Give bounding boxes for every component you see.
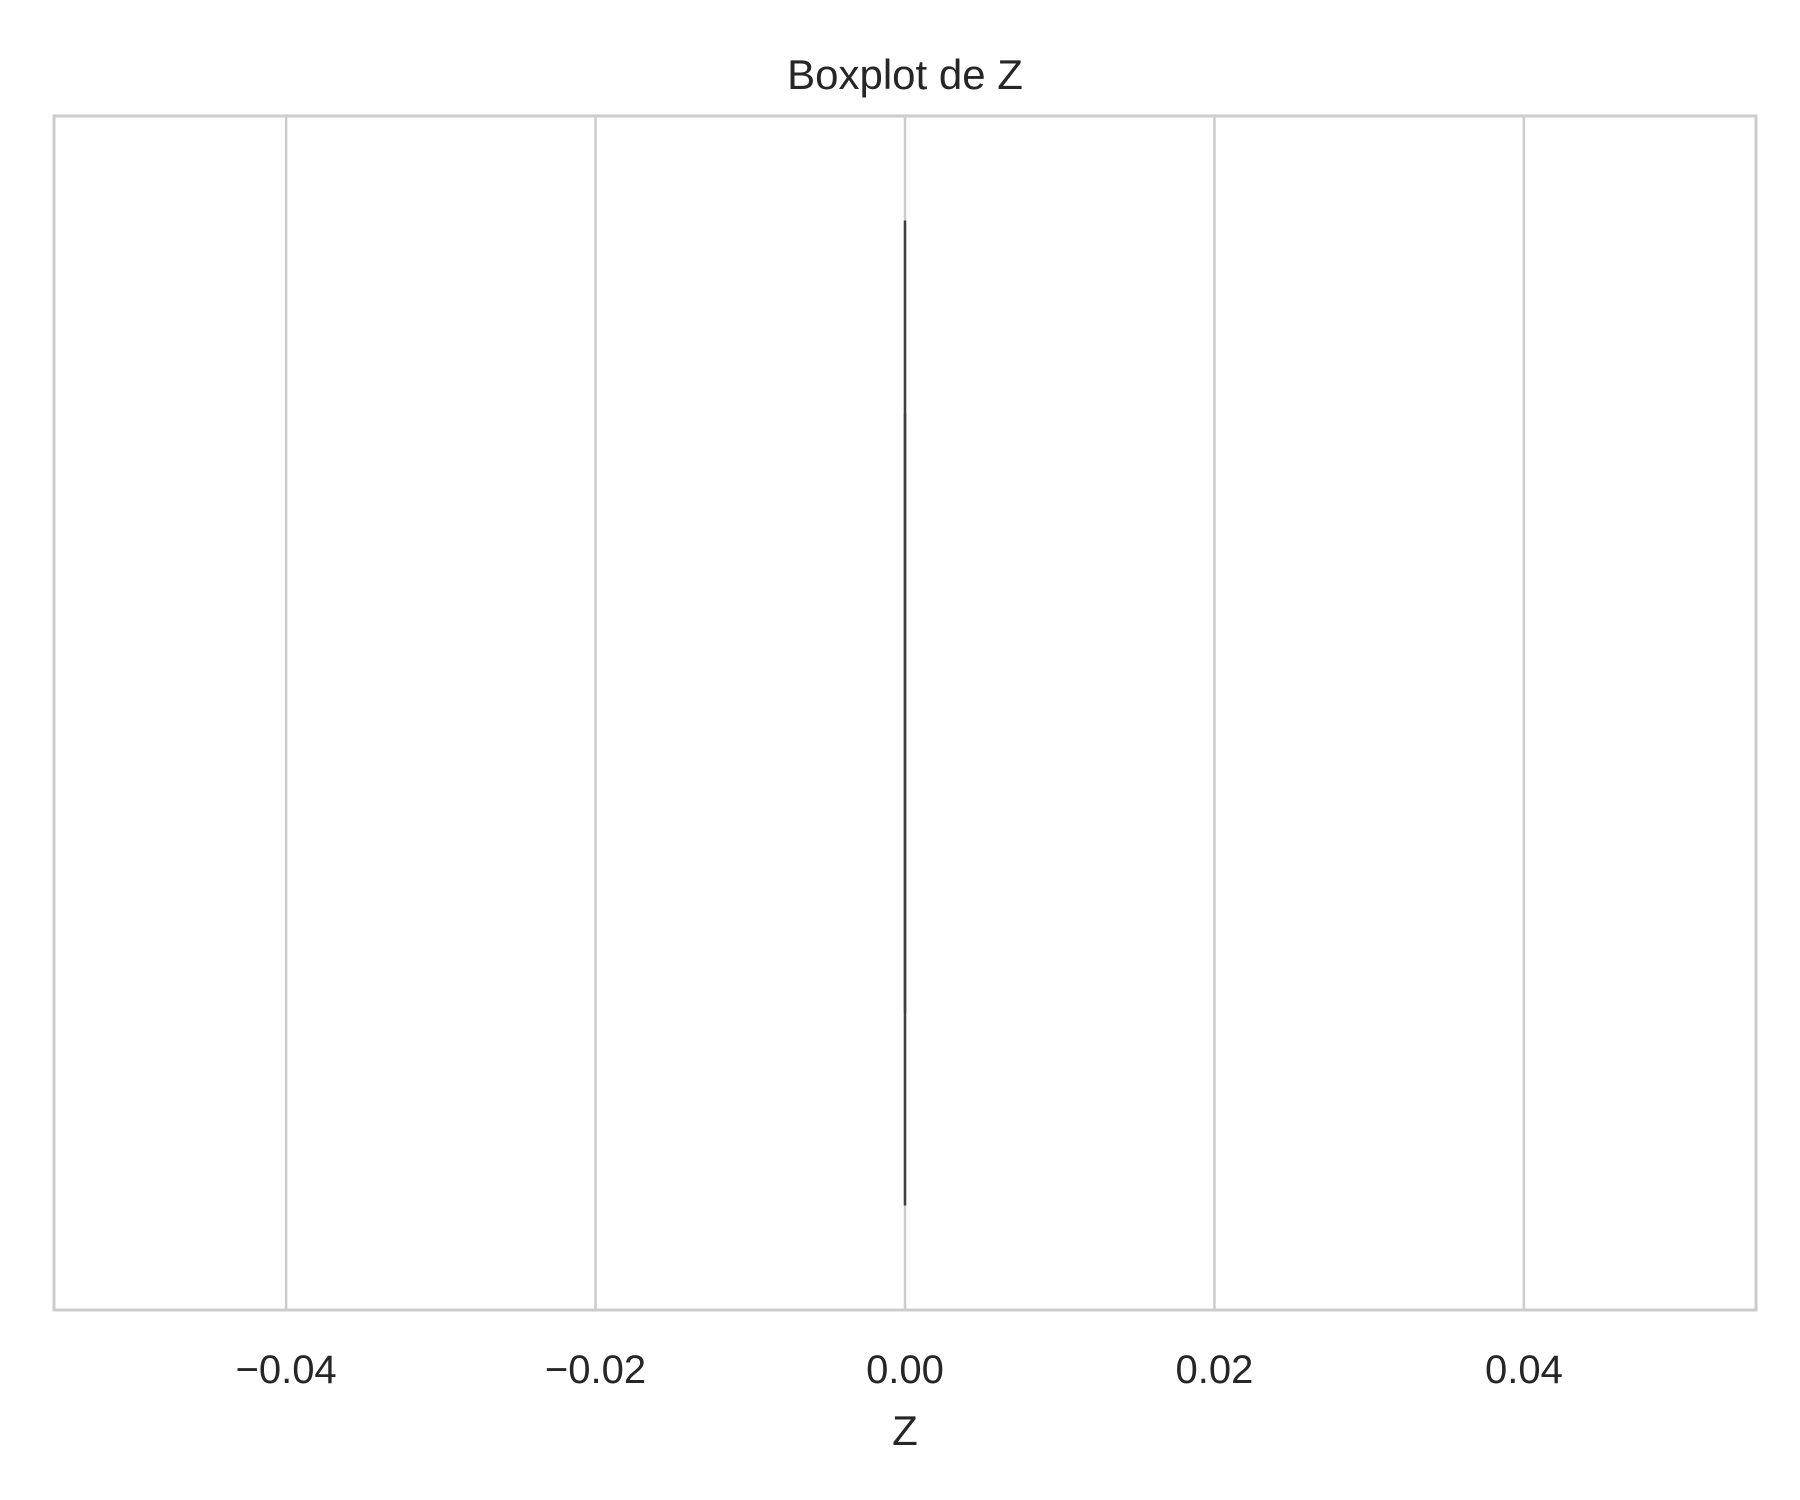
- chart-title: Boxplot de Z: [787, 51, 1023, 98]
- x-tick-label: −0.04: [235, 1348, 336, 1392]
- plot-frame: [52, 114, 1758, 1312]
- x-tick-label: −0.02: [545, 1348, 646, 1392]
- x-tick-label: 0.04: [1485, 1348, 1563, 1392]
- x-axis-label: Z: [892, 1407, 918, 1454]
- x-tick-labels: −0.04 −0.02 0.00 0.02 0.04: [235, 1348, 1562, 1392]
- x-tick-label: 0.00: [866, 1348, 944, 1392]
- x-tick-label: 0.02: [1176, 1348, 1254, 1392]
